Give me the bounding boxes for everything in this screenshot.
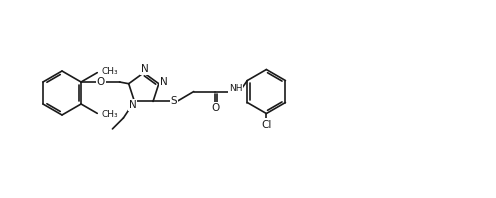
Text: N: N <box>128 100 136 110</box>
Text: N: N <box>141 64 149 74</box>
Text: CH₃: CH₃ <box>101 110 118 119</box>
Text: CH₃: CH₃ <box>101 67 118 76</box>
Text: Cl: Cl <box>261 120 271 129</box>
Text: O: O <box>97 77 105 87</box>
Text: O: O <box>211 103 220 113</box>
Text: S: S <box>171 96 177 106</box>
Text: NH: NH <box>229 84 243 93</box>
Text: N: N <box>160 77 168 87</box>
